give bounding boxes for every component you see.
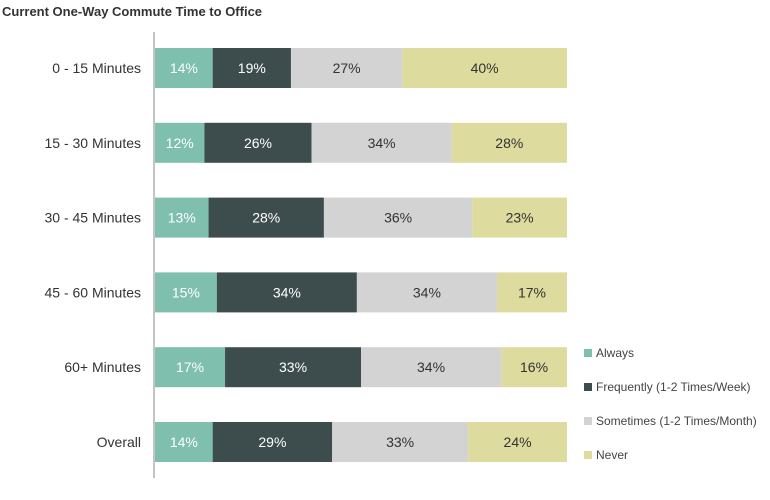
- bar-segment: [155, 422, 213, 462]
- legend-swatch: [584, 383, 592, 391]
- bar-segment: [402, 48, 567, 88]
- legend-label: Frequently (1-2 Times/Week): [596, 380, 751, 394]
- data-label: 14%: [170, 434, 198, 450]
- category-label: 15 - 30 Minutes: [45, 135, 142, 151]
- data-label: 34%: [273, 284, 301, 300]
- data-label: 36%: [384, 210, 412, 226]
- bar-segment: [155, 122, 205, 163]
- chart-title: Current One-Way Commute Time to Office: [2, 4, 263, 19]
- bar-segment: [225, 347, 361, 388]
- bar-segment: [155, 197, 209, 238]
- bar-segment: [472, 197, 567, 238]
- legend-label: Sometimes (1-2 Times/Month): [596, 414, 757, 428]
- data-label: 33%: [386, 434, 414, 450]
- bar-segment: [356, 272, 497, 313]
- category-label: Overall: [97, 434, 141, 450]
- legend-label: Never: [596, 448, 628, 462]
- bar-segment: [155, 347, 226, 388]
- category-label: 0 - 15 Minutes: [52, 60, 141, 76]
- bar-segment: [468, 422, 567, 462]
- data-label: 34%: [368, 135, 396, 151]
- data-label: 13%: [168, 210, 196, 226]
- data-label: 29%: [258, 434, 286, 450]
- data-label: 12%: [166, 135, 194, 151]
- legend-swatch: [584, 349, 592, 357]
- bar-segment: [212, 422, 333, 462]
- bar-segment: [311, 122, 452, 163]
- category-label: 45 - 60 Minutes: [45, 284, 142, 300]
- bar-segment: [323, 197, 473, 238]
- bar-segment: [361, 347, 502, 388]
- bar-segment: [496, 272, 567, 313]
- data-label: 26%: [244, 135, 272, 151]
- data-label: 23%: [506, 210, 534, 226]
- data-label: 16%: [520, 359, 548, 375]
- data-label: 28%: [495, 135, 523, 151]
- legend-swatch: [584, 417, 592, 425]
- data-label: 34%: [417, 359, 445, 375]
- bar-segment: [204, 122, 312, 163]
- category-label: 30 - 45 Minutes: [45, 210, 142, 226]
- bar-segment: [216, 272, 357, 313]
- data-label: 19%: [238, 60, 266, 76]
- data-label: 40%: [471, 60, 499, 76]
- data-label: 17%: [176, 359, 204, 375]
- data-label: 24%: [504, 434, 532, 450]
- legend-swatch: [584, 451, 592, 459]
- bar-segment: [501, 347, 567, 388]
- bar-segment: [155, 272, 217, 313]
- data-label: 27%: [333, 60, 361, 76]
- data-label: 34%: [413, 284, 441, 300]
- bar-segment: [155, 48, 213, 88]
- bar-segment: [290, 48, 403, 88]
- data-label: 15%: [172, 284, 200, 300]
- bar-segment: [451, 122, 567, 163]
- bar-segment: [208, 197, 324, 238]
- category-label: 60+ Minutes: [64, 359, 141, 375]
- bar-segment: [332, 422, 469, 462]
- data-label: 33%: [279, 359, 307, 375]
- data-label: 17%: [518, 284, 546, 300]
- bar-segment: [212, 48, 291, 88]
- data-label: 14%: [170, 60, 198, 76]
- data-label: 28%: [252, 210, 280, 226]
- legend-label: Always: [596, 346, 634, 360]
